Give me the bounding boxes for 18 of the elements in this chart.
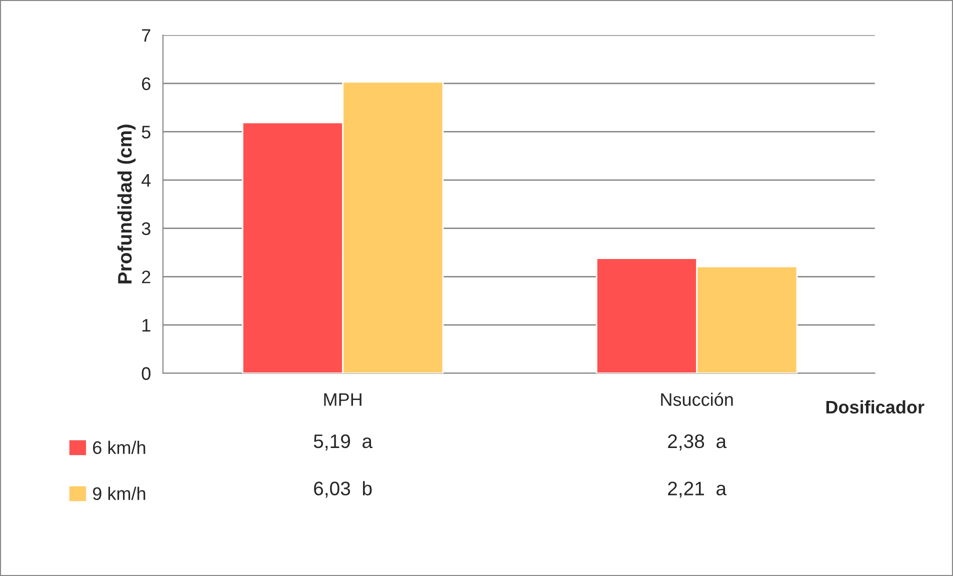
y-tick-label: 2 xyxy=(142,270,150,284)
data-label: 5,19 a xyxy=(314,434,373,450)
y-tick-label: 5 xyxy=(142,126,150,138)
x-tick-label: Nsucción xyxy=(661,392,733,406)
y-tick-label: 3 xyxy=(142,222,150,236)
y-tick-label: 6 xyxy=(142,77,150,90)
y-axis-title: Profundidad (cm) xyxy=(117,124,136,284)
y-tick-label: 0 xyxy=(142,367,150,380)
data-label: 6,03 b xyxy=(314,481,372,498)
y-tick-label: 7 xyxy=(142,29,150,42)
x-tick-label: MPH xyxy=(324,393,362,406)
x-axis-title: Dosificador xyxy=(826,400,924,414)
y-tick-label: 1 xyxy=(142,319,150,332)
legend-label: 9 km/h xyxy=(92,486,146,500)
data-label: 2,38 a xyxy=(668,434,727,450)
data-label: 2,21 a xyxy=(668,482,727,498)
y-tick-label: 4 xyxy=(142,174,151,187)
legend-label: 6 km/h xyxy=(93,440,146,454)
